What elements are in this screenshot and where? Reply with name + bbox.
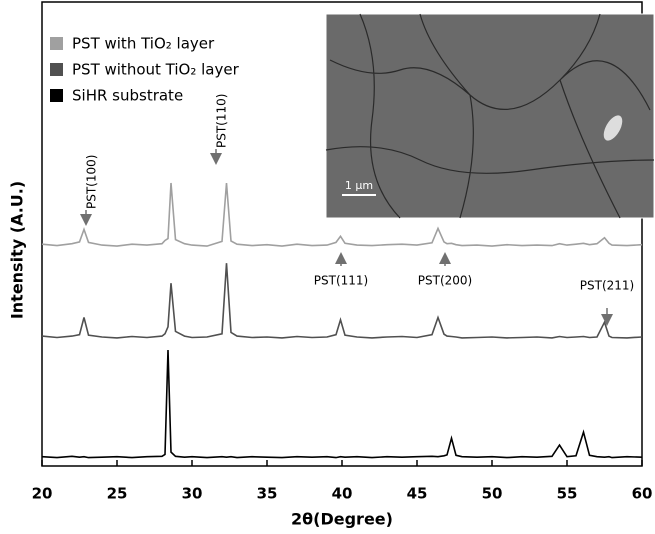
- legend-swatch: [50, 89, 63, 102]
- x-tick-label: 45: [407, 485, 428, 503]
- inset-image: 1 μm: [325, 13, 655, 219]
- legend-label: PST with TiO₂ layer: [72, 35, 215, 53]
- inset-cracks: [325, 13, 655, 219]
- x-tick-label: 25: [107, 485, 128, 503]
- x-tick-label: 20: [32, 485, 53, 503]
- peak-label: PST(110): [215, 94, 229, 148]
- series-line: [41, 263, 643, 339]
- scale-bar-label: 1 μm: [345, 179, 373, 192]
- x-tick-label: 50: [482, 485, 503, 503]
- inset-background: [325, 13, 655, 219]
- legend-label: SiHR substrate: [72, 87, 183, 105]
- series-line: [41, 349, 643, 459]
- x-tick-label: 60: [632, 485, 653, 503]
- inset-particle: [603, 115, 623, 141]
- peak-label: PST(200): [418, 274, 472, 288]
- peak-label: PST(211): [580, 279, 634, 293]
- y-axis-label: Intensity (A.U.): [8, 181, 27, 319]
- legend-swatch: [50, 63, 63, 76]
- legend-label: PST without TiO₂ layer: [72, 61, 240, 79]
- x-tick-label: 55: [557, 485, 578, 503]
- x-tick-label: 35: [257, 485, 278, 503]
- x-axis-label: 2θ(Degree): [291, 510, 393, 529]
- series-line: [41, 182, 643, 247]
- peak-label: PST(100): [85, 155, 99, 209]
- x-tick-label: 40: [332, 485, 353, 503]
- peak-label: PST(111): [314, 274, 368, 288]
- x-tick-label: 30: [182, 485, 203, 503]
- legend-swatch: [50, 37, 63, 50]
